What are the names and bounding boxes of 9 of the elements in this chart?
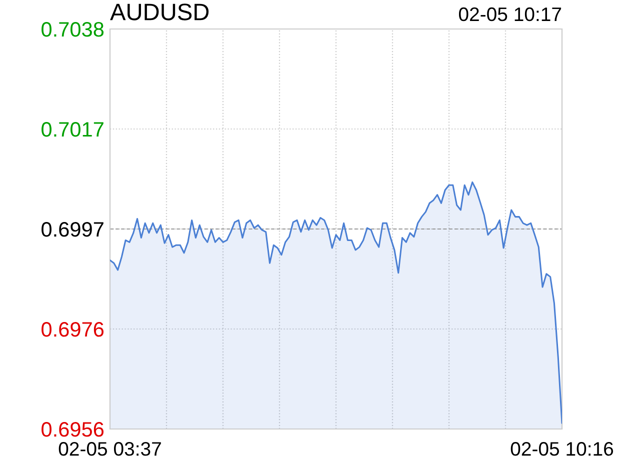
text: 02-05 10:17	[458, 7, 562, 22]
y-tick-label: 0.7017	[42, 122, 104, 137]
y-tick-label: 0.6976	[42, 322, 104, 337]
y-tick-label: 0.6956	[42, 422, 104, 437]
y-tick-label: 0.7038	[42, 22, 104, 37]
x-tick-label: 02-05 03:37	[58, 442, 161, 456]
chart-title: AUDUSD	[110, 4, 209, 20]
x-tick-label: 02-05 10:16	[510, 442, 614, 456]
y-tick-label: 0.6997	[42, 222, 104, 237]
